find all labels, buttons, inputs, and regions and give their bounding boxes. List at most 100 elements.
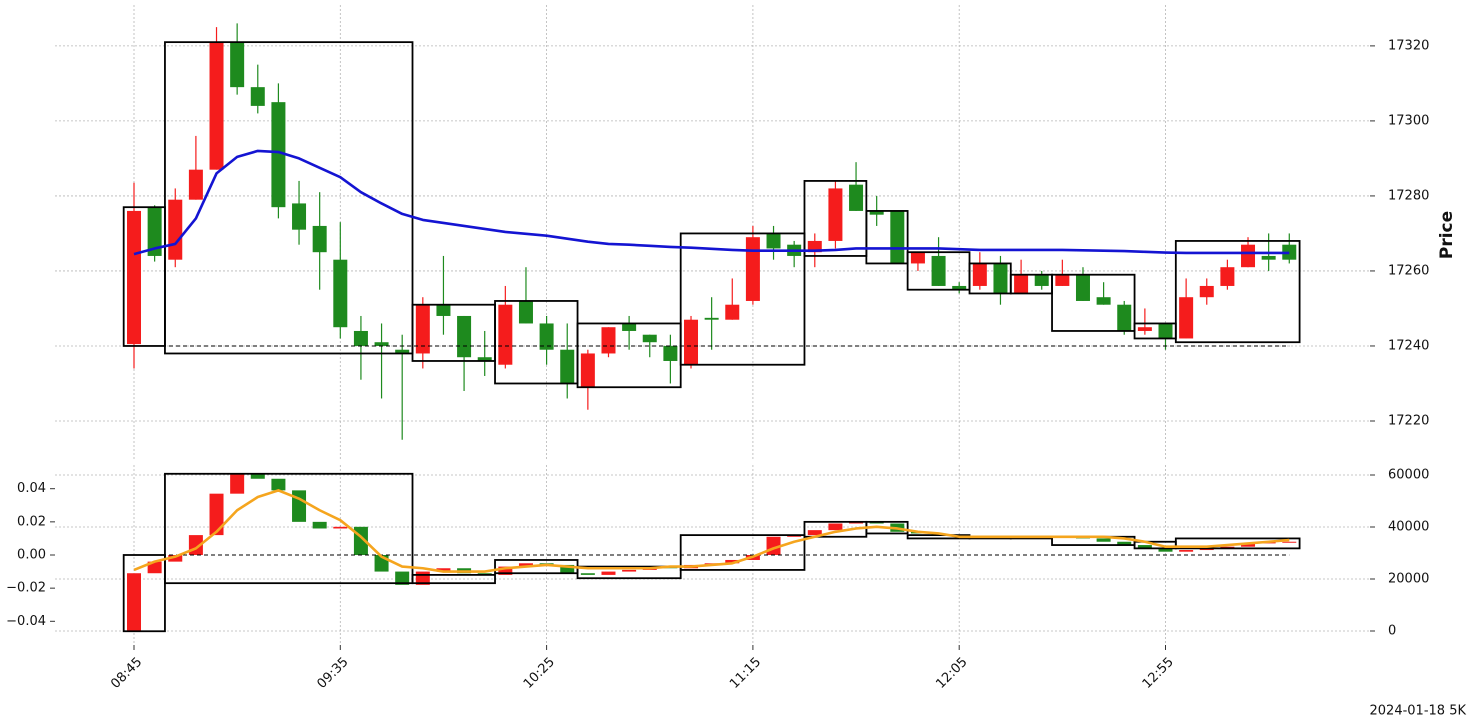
y2-tick-label: 40000 [1388,519,1429,534]
candle-body [312,225,327,253]
y-axis-label: Price [1437,211,1457,259]
y-tick-label: 17240 [1388,338,1429,353]
candle-body [415,304,430,354]
candle-body [642,334,657,343]
candle-body [952,285,967,290]
y2-tick-label: 0 [1388,623,1396,638]
candle-body [684,319,699,365]
candle-body [910,252,925,264]
candle-body [1241,244,1256,268]
candle-body [168,555,183,562]
candle-body [725,304,740,320]
candle-body [436,304,451,316]
candle-body [828,188,843,241]
candle-body [1179,550,1194,552]
range-box [1174,240,1301,344]
candle-body [1282,541,1297,543]
moving-average-line [133,489,1290,573]
candle-body [292,490,307,522]
candle-body [1117,541,1132,546]
candle-body [1241,543,1256,547]
candle-body [188,169,203,200]
candle-body [395,349,410,354]
candle-body [1137,545,1152,549]
x-tick-label: 10:25 [521,655,558,692]
candle-body [271,102,286,208]
candle-body [539,323,554,350]
y-tick-label: −0.04 [6,614,46,629]
candle-body [704,317,719,320]
candle-body [766,233,781,249]
candle-body [1117,304,1132,331]
candle-body [622,569,637,572]
candle-body [1034,274,1049,286]
candle-body [560,349,575,384]
footer: 2024-01-18 5K [1370,704,1467,719]
candle-body [849,184,864,211]
candle-body [1075,274,1090,301]
moving-average-line [133,149,1290,256]
x-tick-label: 08:45 [108,655,145,692]
candle-body [147,207,162,256]
x-tick-label: 12:55 [1140,655,1177,692]
candle-body [1261,255,1276,260]
range-box [164,472,414,585]
candle-body [312,521,327,529]
candle-body [1220,267,1235,286]
x-tick-label: 09:35 [315,655,352,692]
candle-body [127,210,141,345]
candle-body [1158,323,1173,339]
candle-body [1055,274,1070,286]
candle-body [1014,274,1029,294]
candle-body [353,330,368,346]
y-tick-label: 17260 [1388,263,1429,278]
candle-body [1096,297,1111,305]
candle-body [230,42,245,88]
candle-body [601,327,616,354]
candle-body [1199,285,1214,298]
candle-body [663,345,678,361]
candle-body [601,571,616,575]
candle-body [230,473,245,494]
y2-tick-label: 60000 [1388,467,1429,482]
candle-body [209,42,224,170]
candle-body [807,240,822,253]
candle-body [127,573,141,632]
candle-body [1179,297,1194,339]
range-box [164,41,414,355]
y-tick-label: 0.02 [17,514,46,529]
candle-body [580,353,595,388]
candle-body [477,357,492,361]
x-tick-label: 12:05 [933,655,970,692]
candle-body [271,478,286,491]
candle-body [292,203,307,230]
candle-body [333,526,348,529]
candle-body [518,563,533,567]
candle-body [993,263,1008,294]
candle-body [869,210,884,215]
candle-body [622,323,637,331]
candle-body [560,564,575,574]
y-tick-label: 0.00 [17,548,46,563]
candle-body [745,237,760,301]
range-box [865,210,909,265]
y2-tick-label: 20000 [1388,571,1429,586]
range-box [1174,537,1301,550]
y-tick-label: 17320 [1388,38,1429,53]
range-box [679,232,806,366]
candle-body [807,530,822,536]
range-box [576,565,682,580]
candle-body [1158,548,1173,552]
range-box [122,554,166,633]
candle-body [1096,538,1111,542]
candle-body [374,342,389,346]
candle-body [333,259,348,328]
range-box [679,534,806,571]
candle-body [580,573,595,575]
y-tick-label: 17280 [1388,188,1429,203]
candle-body [457,315,472,358]
candle-body [250,87,265,106]
candle-body [209,493,224,536]
candle-body [250,473,265,479]
